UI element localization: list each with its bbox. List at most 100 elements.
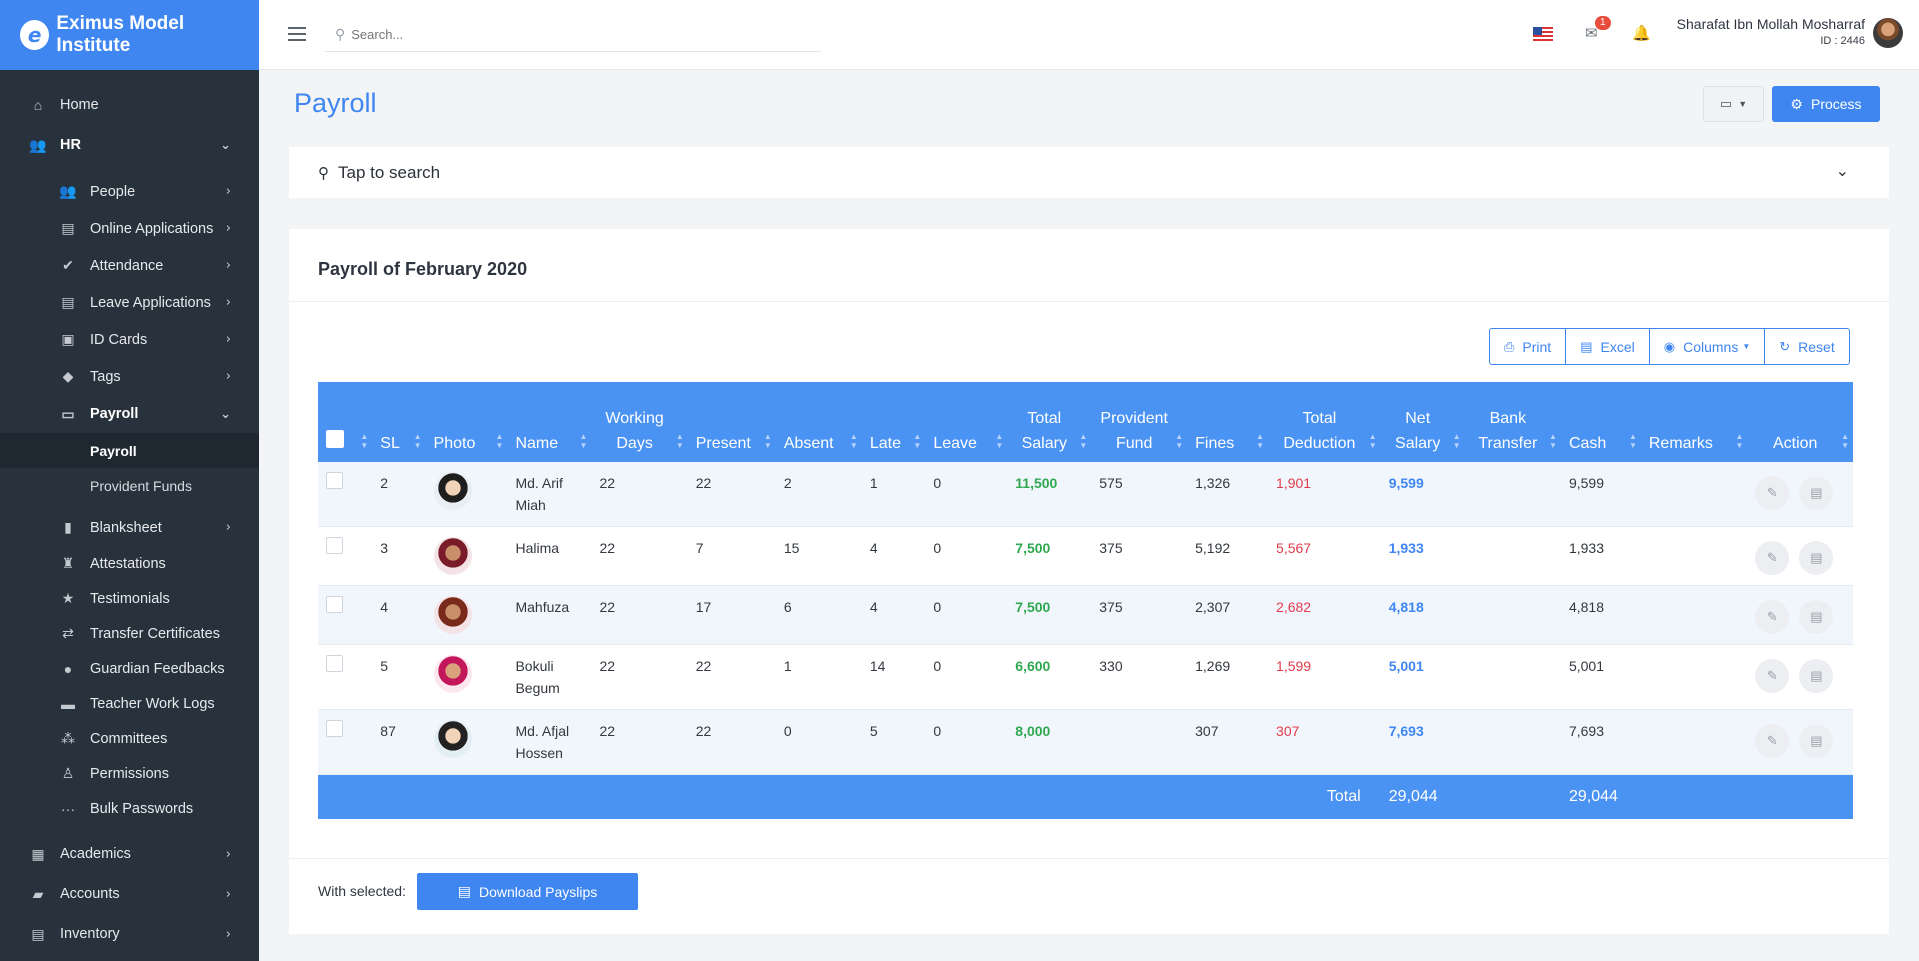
column-header-fines[interactable]: Fines ▲ ▼ [1187, 382, 1268, 462]
sort-icon[interactable]: ▲ ▼ [1256, 432, 1265, 450]
sort-icon[interactable]: ▲ ▼ [360, 432, 369, 450]
sidebar-item-accounts[interactable]: ▰ Accounts › [0, 874, 259, 914]
bell-icon[interactable]: 🔔 [1632, 25, 1651, 42]
column-header-late[interactable]: Late ▲ ▼ [862, 382, 926, 462]
row-select-cell[interactable] [318, 527, 372, 586]
select-all-checkbox[interactable] [326, 430, 344, 448]
name-cell[interactable]: Md. Afjal Hossen [507, 710, 591, 775]
column-header-present[interactable]: Present ▲ ▼ [688, 382, 776, 462]
payslip-file-icon[interactable]: ▤ [1799, 600, 1834, 634]
sidebar-item-academics[interactable]: ▦ Academics › [0, 834, 259, 874]
sort-icon[interactable]: ▲ ▼ [849, 432, 858, 450]
sidebar-item-online-applications[interactable]: ▤ Online Applications › [0, 210, 259, 247]
sidebar-item-teacher-work-logs[interactable]: ▬ Teacher Work Logs [0, 686, 259, 721]
sort-icon[interactable]: ▲ ▼ [675, 432, 684, 450]
sort-icon[interactable]: ▲ ▼ [579, 432, 588, 450]
sidebar-item-guardian-feedbacks[interactable]: ● Guardian Feedbacks [0, 651, 259, 686]
sort-icon[interactable]: ▲ ▼ [995, 432, 1004, 450]
us-flag-icon[interactable] [1533, 27, 1553, 41]
row-checkbox[interactable] [326, 655, 343, 672]
employee-photo[interactable] [433, 655, 472, 693]
sort-icon[interactable]: ▲ ▼ [413, 432, 422, 450]
sidebar-item-payroll[interactable]: ▭ Payroll ⌄ [0, 395, 259, 433]
name-cell[interactable]: Mahfuza [507, 586, 591, 645]
sidebar-item-leave-applications[interactable]: ▤ Leave Applications › [0, 284, 259, 321]
employee-photo[interactable] [433, 596, 472, 634]
row-select-cell[interactable] [318, 462, 372, 527]
row-checkbox[interactable] [326, 596, 343, 613]
sidebar-item-home[interactable]: ⌂ Home [0, 85, 259, 125]
sort-icon[interactable]: ▲ ▼ [1735, 432, 1744, 450]
column-header-cash[interactable]: Cash ▲ ▼ [1561, 382, 1641, 462]
sidebar-item-people[interactable]: 👥 People › [0, 173, 259, 210]
excel-button[interactable]: ▤ Excel [1565, 328, 1650, 365]
sidebar-item-tags[interactable]: ◆ Tags › [0, 358, 259, 395]
column-header-action[interactable]: Action ▲ ▼ [1747, 382, 1853, 462]
sidebar-item-attendance[interactable]: ✔ Attendance › [0, 247, 259, 284]
reset-button[interactable]: ↻ Reset [1764, 328, 1850, 365]
sidebar-item-inventory[interactable]: ▤ Inventory › [0, 914, 259, 954]
display-options-button[interactable]: ▭ ▼ [1703, 86, 1764, 122]
edit-icon[interactable]: ✎ [1755, 541, 1790, 575]
column-header-photo[interactable]: Photo ▲ ▼ [426, 382, 508, 462]
column-header-total-deduction[interactable]: Total Deduction ▲ ▼ [1268, 382, 1381, 462]
sort-icon[interactable]: ▲ ▼ [763, 432, 772, 450]
brand[interactable]: e Eximus Model Institute [0, 0, 259, 70]
column-header-working-days[interactable]: Working Days ▲ ▼ [591, 382, 687, 462]
sort-icon[interactable]: ▲ ▼ [1175, 432, 1184, 450]
column-header-net-salary[interactable]: Net Salary ▲ ▼ [1381, 382, 1465, 462]
row-select-cell[interactable] [318, 710, 372, 775]
sidebar-item-bulk-passwords[interactable]: ··· Bulk Passwords [0, 791, 259, 826]
column-header-provident-fund[interactable]: Provident Fund ▲ ▼ [1091, 382, 1187, 462]
hamburger-menu-icon[interactable] [288, 27, 306, 41]
row-select-cell[interactable] [318, 645, 372, 710]
mail-button[interactable]: ✉ 1 [1585, 16, 1611, 42]
row-checkbox[interactable] [326, 537, 343, 554]
tap-to-search-panel[interactable]: ⚲ Tap to search ⌄ [289, 147, 1889, 198]
payslip-file-icon[interactable]: ▤ [1799, 541, 1834, 575]
name-cell[interactable]: Halima [507, 527, 591, 586]
sort-icon[interactable]: ▲ ▼ [913, 432, 922, 450]
column-header-bank-transfer[interactable]: Bank Transfer ▲ ▼ [1465, 382, 1561, 462]
sort-icon[interactable]: ▲ ▼ [1628, 432, 1637, 450]
employee-photo[interactable] [433, 537, 472, 575]
sort-icon[interactable]: ▲ ▼ [495, 432, 504, 450]
column-header-sl[interactable]: SL ▲ ▼ [372, 382, 425, 462]
employee-photo[interactable] [433, 472, 472, 510]
sort-icon[interactable]: ▲ ▼ [1452, 432, 1461, 450]
sidebar-item-permissions[interactable]: ♙ Permissions [0, 756, 259, 791]
column-header-remarks[interactable]: Remarks ▲ ▼ [1641, 382, 1748, 462]
row-select-cell[interactable] [318, 586, 372, 645]
sidebar-subitem-provident-funds[interactable]: Provident Funds [0, 468, 259, 503]
payslip-file-icon[interactable]: ▤ [1799, 476, 1834, 510]
sidebar-subitem-payroll[interactable]: Payroll [0, 433, 259, 468]
avatar[interactable] [1873, 18, 1903, 48]
columns-button[interactable]: ◉ Columns ▼ [1648, 328, 1766, 365]
edit-icon[interactable]: ✎ [1755, 600, 1790, 634]
row-checkbox[interactable] [326, 472, 343, 489]
column-header-absent[interactable]: Absent ▲ ▼ [776, 382, 862, 462]
sort-icon[interactable]: ▲ ▼ [1368, 432, 1377, 450]
sidebar-item-blanksheet[interactable]: ▮ Blanksheet › [0, 509, 259, 546]
column-header-name[interactable]: Name ▲ ▼ [507, 382, 591, 462]
sort-icon[interactable]: ▲ ▼ [1079, 432, 1088, 450]
download-payslips-button[interactable]: ▤ Download Payslips [417, 873, 638, 910]
sidebar-item-attestations[interactable]: ♜ Attestations [0, 546, 259, 581]
edit-icon[interactable]: ✎ [1755, 659, 1790, 693]
print-button[interactable]: ⎙ Print [1489, 328, 1567, 365]
row-checkbox[interactable] [326, 720, 343, 737]
column-header-leave[interactable]: Leave ▲ ▼ [925, 382, 1007, 462]
select-all-header[interactable]: ▲ ▼ [318, 382, 372, 462]
edit-icon[interactable]: ✎ [1755, 724, 1790, 758]
edit-icon[interactable]: ✎ [1755, 476, 1790, 510]
sidebar-item-committees[interactable]: ⁂ Committees [0, 721, 259, 756]
payslip-file-icon[interactable]: ▤ [1799, 659, 1834, 693]
sort-icon[interactable]: ▲ ▼ [1549, 432, 1557, 450]
employee-photo[interactable] [433, 720, 472, 758]
sidebar-item-transfer-certificates[interactable]: ⇄ Transfer Certificates [0, 616, 259, 651]
search-input[interactable] [351, 27, 792, 42]
name-cell[interactable]: Bokuli Begum [507, 645, 591, 710]
sidebar-item-id-cards[interactable]: ▣ ID Cards › [0, 321, 259, 358]
sidebar-item-testimonials[interactable]: ★ Testimonials [0, 581, 259, 616]
sidebar-item-hr[interactable]: 👥 HR ⌄ [0, 125, 259, 165]
